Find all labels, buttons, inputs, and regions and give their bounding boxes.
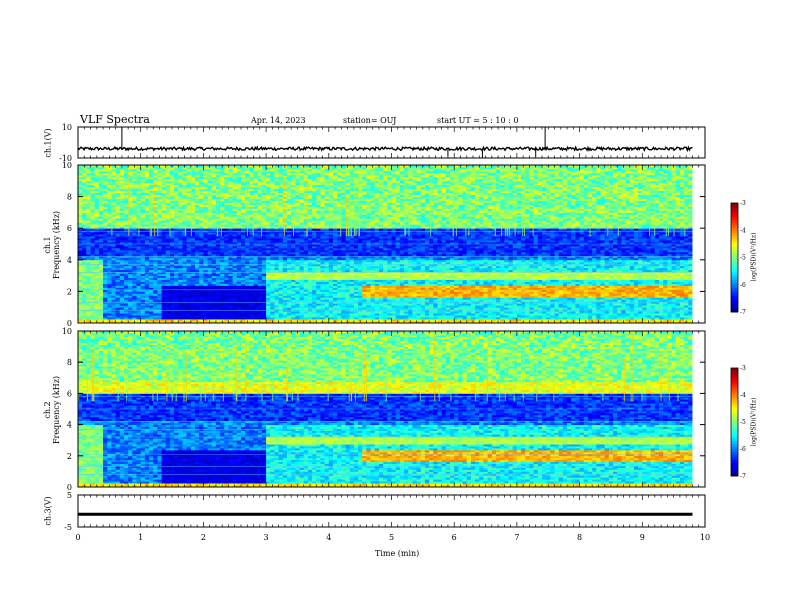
- vlf-spectra-figure: 10-100246810-3-4-5-6-70246810-3-4-5-6-75…: [0, 0, 792, 612]
- ch1-waveform-line: [78, 147, 693, 150]
- ch1-ytick-label: 10: [62, 123, 72, 132]
- ch1-spectrogram: [78, 165, 705, 323]
